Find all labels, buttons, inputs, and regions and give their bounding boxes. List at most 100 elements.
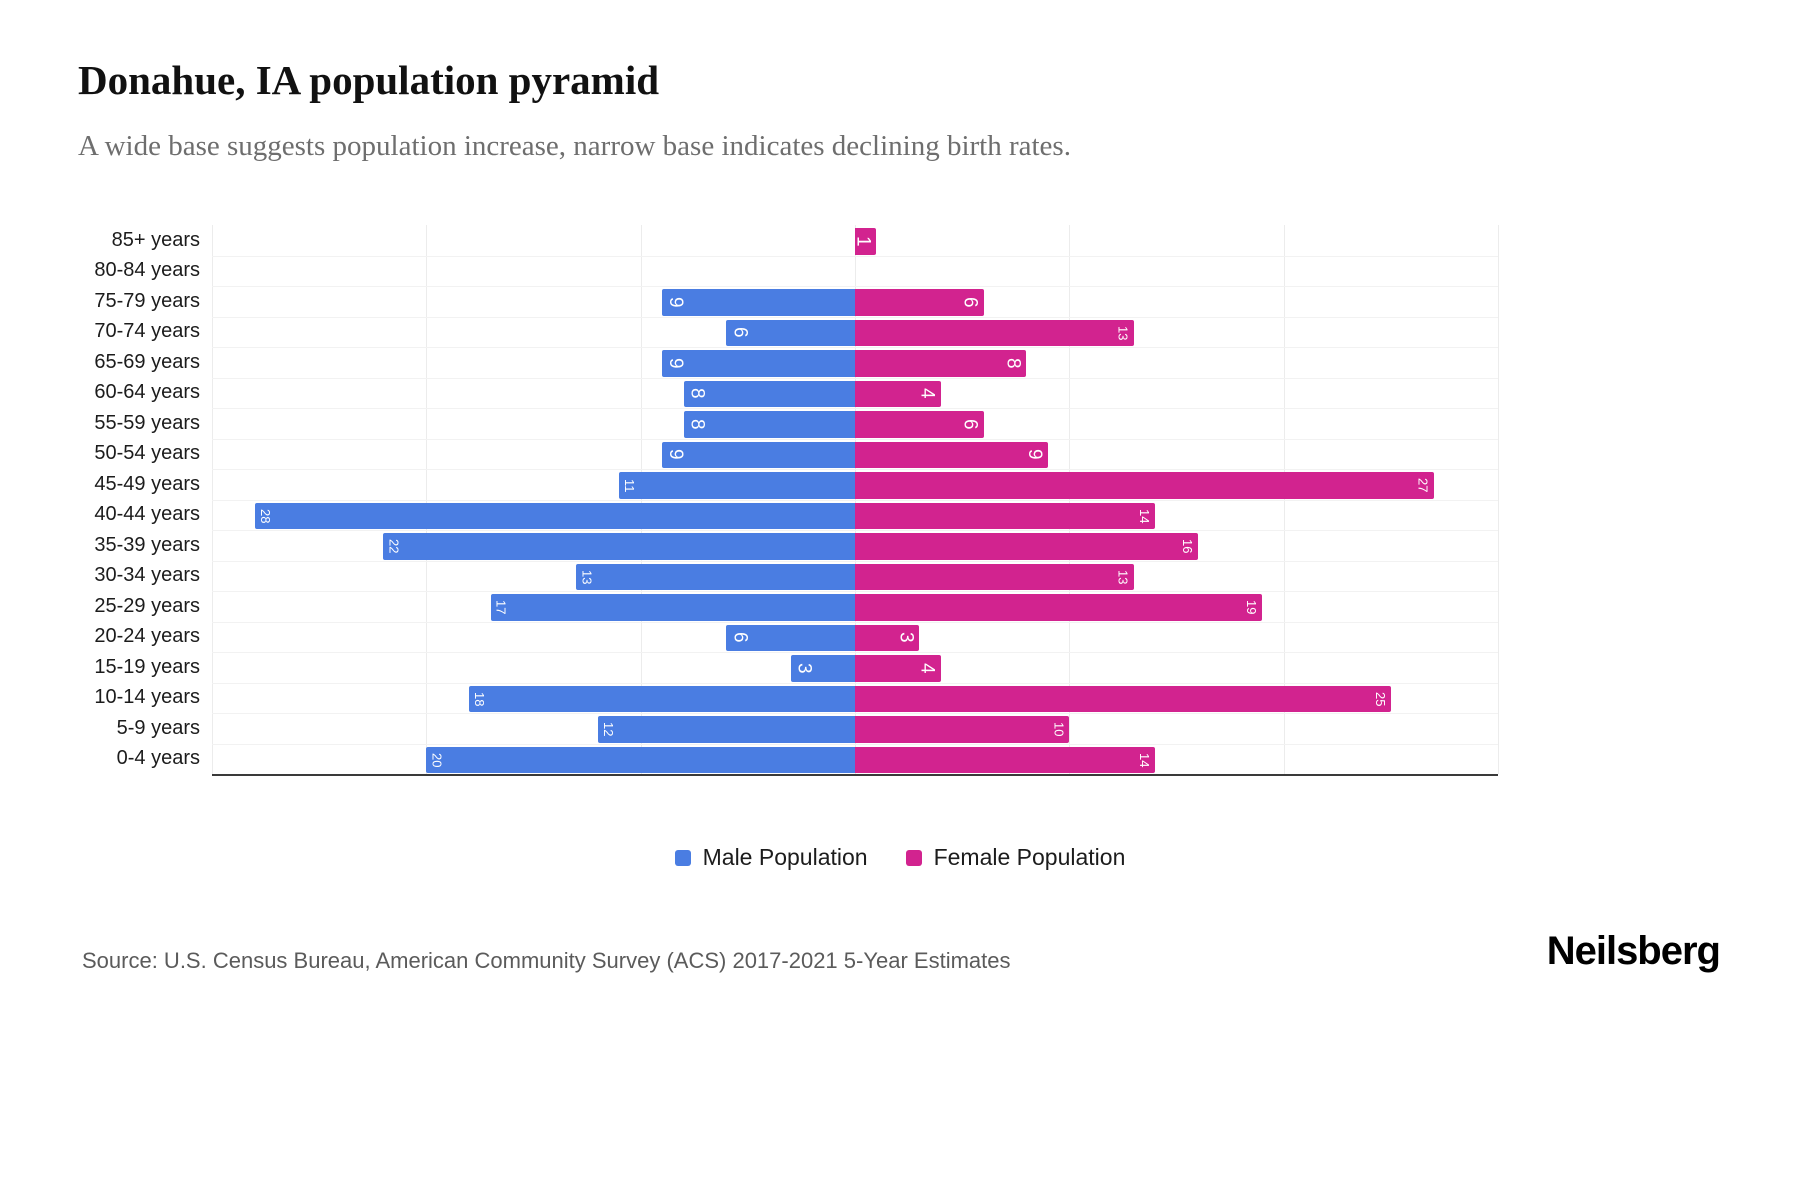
male-bar: 12	[597, 716, 855, 743]
male-bar-value: 9	[665, 296, 687, 308]
male-bar-value: 12	[600, 722, 616, 737]
male-bar-value: 8	[686, 388, 708, 400]
pyramid-row: 20 14	[212, 743, 1498, 775]
female-bar: 13	[855, 319, 1134, 346]
female-bar: 4	[855, 380, 941, 407]
pyramid-row: 6 13	[212, 316, 1498, 348]
male-bar-value: 20	[429, 752, 445, 767]
female-bar: 27	[855, 472, 1434, 499]
female-bar-value: 9	[1023, 449, 1045, 461]
axis-category-label: 50-54 years	[94, 442, 200, 465]
vertical-gridline	[1498, 225, 1499, 774]
male-bar-value: 22	[386, 539, 402, 554]
pyramid-row: 18 25	[212, 682, 1498, 714]
female-bar-value: 16	[1179, 539, 1195, 554]
male-bar: 8	[683, 411, 855, 438]
pyramid-row	[212, 255, 1498, 287]
female-bar-value: 13	[1115, 325, 1131, 340]
male-bar-value: 6	[729, 327, 751, 339]
axis-category-label: 5-9 years	[116, 716, 200, 739]
footer: Source: U.S. Census Bureau, American Com…	[82, 929, 1721, 974]
female-bar: 9	[855, 441, 1048, 468]
female-bar-value: 10	[1051, 722, 1067, 737]
female-bar-value: 4	[916, 662, 938, 674]
legend-item-female: Female Population	[905, 844, 1126, 871]
axis-category-label: 70-74 years	[94, 320, 200, 343]
axis-category-label: 75-79 years	[94, 289, 200, 312]
axis-category-label: 60-64 years	[94, 381, 200, 404]
male-bar: 18	[469, 685, 855, 712]
axis-category-label: 55-59 years	[94, 411, 200, 434]
chart-legend: Male Population Female Population	[0, 844, 1800, 871]
male-bar-value: 9	[665, 449, 687, 461]
female-swatch-icon	[905, 849, 922, 866]
pyramid-row: 13 13	[212, 560, 1498, 592]
male-bar: 22	[383, 533, 855, 560]
female-bar-value: 8	[1002, 357, 1024, 369]
female-bar-value: 13	[1115, 569, 1131, 584]
axis-category-label: 0-4 years	[116, 747, 200, 770]
female-bar: 6	[855, 411, 984, 438]
male-bar-value: 6	[729, 632, 751, 644]
male-bar: 13	[576, 563, 855, 590]
pyramid-row: 17 19	[212, 591, 1498, 622]
male-bar-value: 3	[793, 662, 815, 674]
male-bar: 8	[683, 380, 855, 407]
legend-female-label: Female Population	[933, 844, 1126, 870]
axis-category-label: 65-69 years	[94, 350, 200, 373]
plot-area: 1 9 6 6 13 9 8 8 4 8 6 9 9 11 27 28 14 22 16 13 13 17 19 6 3 3 4 18…	[212, 225, 1499, 776]
axis-category-label: 45-49 years	[94, 472, 200, 495]
axis-category-label: 40-44 years	[94, 503, 200, 526]
page-title: Donahue, IA population pyramid	[78, 57, 660, 103]
male-bar-value: 11	[622, 478, 638, 493]
brand-logo: Neilsberg	[1546, 929, 1721, 973]
female-bar: 6	[855, 289, 984, 316]
male-bar-value: 18	[472, 691, 488, 706]
female-bar: 16	[855, 533, 1198, 560]
y-axis-category-labels: 85+ years 80-84 years 75-79 years 70-74 yea…	[78, 225, 200, 776]
male-bar: 9	[662, 441, 855, 468]
pyramid-row: 12 10	[212, 713, 1498, 744]
female-bar: 1	[852, 228, 877, 255]
male-bar-value: 17	[493, 600, 509, 615]
male-bar-value: 9	[665, 357, 687, 369]
female-bar: 4	[855, 655, 941, 682]
source-text: Source: U.S. Census Bureau, American Com…	[82, 948, 1011, 973]
male-bar: 9	[662, 289, 855, 316]
female-bar: 14	[855, 746, 1156, 773]
legend-male-label: Male Population	[702, 844, 868, 870]
axis-category-label: 15-19 years	[94, 655, 200, 678]
male-bar: 6	[726, 319, 855, 346]
axis-category-label: 80-84 years	[94, 259, 200, 282]
female-bar: 25	[855, 685, 1391, 712]
axis-category-label: 85+ years	[111, 228, 200, 251]
male-bar: 6	[726, 624, 855, 651]
female-bar-value: 14	[1137, 508, 1153, 523]
female-bar-value: 6	[959, 296, 981, 308]
female-bar: 13	[855, 563, 1134, 590]
female-bar-value: 19	[1244, 600, 1260, 615]
male-bar: 3	[790, 655, 855, 682]
male-bar: 17	[490, 594, 855, 621]
pyramid-row: 22 16	[212, 530, 1498, 561]
male-bar: 28	[254, 502, 855, 529]
axis-category-label: 30-34 years	[94, 564, 200, 587]
axis-category-label: 25-29 years	[94, 594, 200, 617]
female-bar-value: 1	[852, 235, 874, 247]
female-bar-value: 3	[895, 632, 917, 644]
pyramid-chart: 85+ years 80-84 years 75-79 years 70-74 yea…	[78, 225, 1499, 776]
female-bar: 19	[855, 594, 1263, 621]
axis-category-label: 10-14 years	[94, 686, 200, 709]
female-bar: 14	[855, 502, 1156, 529]
female-bar: 10	[855, 716, 1070, 743]
male-bar-value: 28	[257, 508, 273, 523]
male-bar: 20	[426, 746, 855, 773]
female-bar-value: 6	[959, 418, 981, 430]
